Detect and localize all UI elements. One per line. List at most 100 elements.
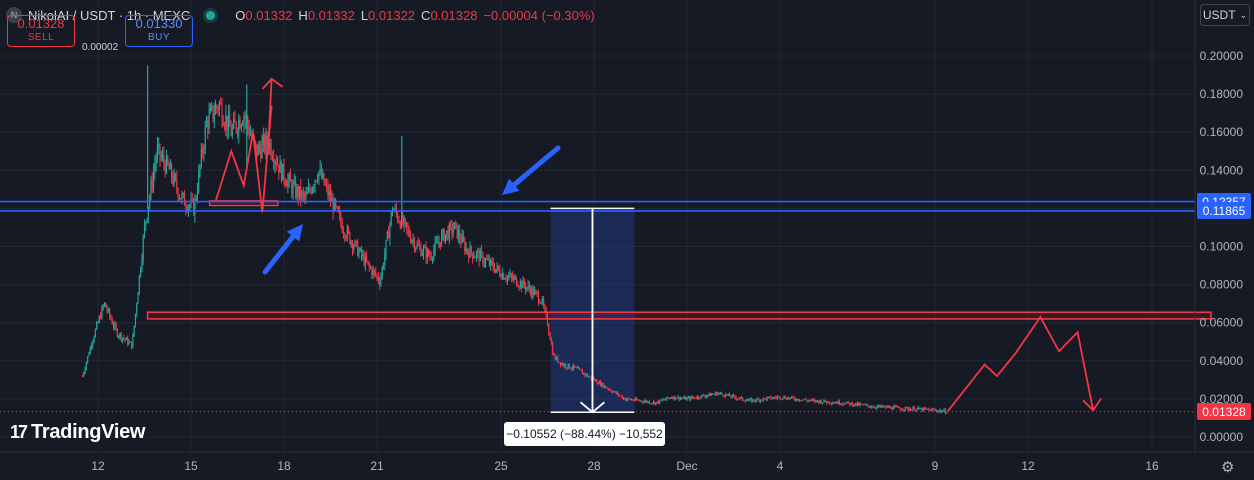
candle (882, 405, 884, 409)
candle (915, 410, 917, 412)
sell-button[interactable]: 0.01328 SELL (7, 15, 75, 47)
candle-body (584, 373, 586, 376)
candle-body (641, 400, 643, 402)
candle-body (661, 399, 664, 401)
candle-body (621, 396, 623, 399)
candle-body (645, 400, 647, 402)
candle (574, 365, 576, 369)
candle (642, 400, 644, 405)
candle-body (107, 309, 109, 311)
candle-body (703, 395, 705, 397)
candle (481, 244, 483, 259)
candle-body (238, 119, 240, 133)
candle (878, 404, 881, 408)
candle (147, 206, 149, 224)
candle-body (844, 404, 846, 405)
candle-body (784, 396, 786, 399)
candle-body (364, 256, 366, 266)
candle (351, 240, 354, 256)
candle (472, 252, 474, 264)
candle (798, 398, 800, 402)
candle (491, 257, 493, 266)
candle (340, 210, 342, 229)
candle-body (431, 258, 434, 259)
candle-body (242, 123, 244, 125)
candle-body (380, 277, 382, 285)
candle-body (497, 265, 499, 270)
candle-body (943, 409, 945, 412)
candle (532, 285, 534, 299)
gear-icon[interactable]: ⚙ (1221, 459, 1235, 476)
candle (850, 402, 852, 406)
candle (158, 137, 160, 155)
candle-body (687, 397, 689, 399)
candle (193, 197, 195, 216)
candle-body (164, 163, 166, 173)
candle (208, 102, 210, 135)
candle-body (717, 393, 719, 396)
candle-body (287, 179, 289, 187)
candle-body (439, 242, 441, 246)
candle-body (447, 230, 449, 240)
candle (893, 404, 895, 410)
candle-body (608, 389, 611, 391)
candle-body (612, 391, 614, 393)
candle (858, 401, 860, 406)
candle (103, 302, 106, 307)
candle-body (863, 404, 865, 406)
candle-body (111, 319, 113, 325)
candle-body (460, 239, 462, 243)
candle-body (554, 355, 556, 360)
candle (530, 285, 532, 298)
candle (231, 123, 233, 140)
candle-body (227, 114, 230, 131)
candle-body (314, 180, 316, 187)
candle-body (305, 193, 307, 198)
candle-body (793, 397, 795, 400)
candle (831, 402, 833, 406)
candle-body (265, 135, 267, 151)
candle (313, 184, 315, 193)
candle-body (677, 396, 679, 399)
candle-body (869, 407, 871, 408)
candle-body (366, 256, 368, 262)
candle-body (583, 373, 585, 374)
candle (377, 272, 379, 284)
candle (269, 139, 271, 156)
candle-body (736, 398, 738, 400)
candle (611, 390, 613, 394)
candle-body (544, 306, 546, 310)
candle (772, 396, 775, 400)
candle-body (291, 181, 293, 194)
candle-body (234, 118, 236, 123)
buy-button[interactable]: 0.01330 BUY (125, 15, 193, 47)
drawing-annotations[interactable] (0, 77, 1195, 414)
candle-body (770, 396, 772, 399)
candle-body (614, 391, 616, 393)
candle (756, 397, 758, 403)
candle-body (298, 186, 301, 198)
symbol-title[interactable]: NikolAI / USDT · 1h · MEXC (28, 7, 191, 23)
candle (116, 327, 118, 338)
candle (97, 320, 99, 324)
x-tick-label: Dec (676, 459, 697, 473)
candle-body (700, 395, 702, 399)
candle-body (301, 191, 303, 199)
candle (310, 186, 312, 195)
candle-body (346, 228, 348, 238)
candle-body (136, 303, 138, 314)
candle-body (767, 396, 769, 398)
candle (133, 325, 135, 337)
projection-arrow-head (1082, 397, 1102, 412)
candle-body (926, 408, 928, 410)
candle-body (729, 393, 731, 397)
candle-body (160, 156, 162, 158)
candle (243, 112, 245, 134)
candle-body (479, 250, 481, 262)
candle-body (306, 192, 308, 194)
candle-body (142, 236, 144, 259)
candle-body (256, 144, 258, 156)
currency-select[interactable]: USDT ⌄ (1200, 4, 1250, 26)
candle-body (791, 396, 793, 398)
